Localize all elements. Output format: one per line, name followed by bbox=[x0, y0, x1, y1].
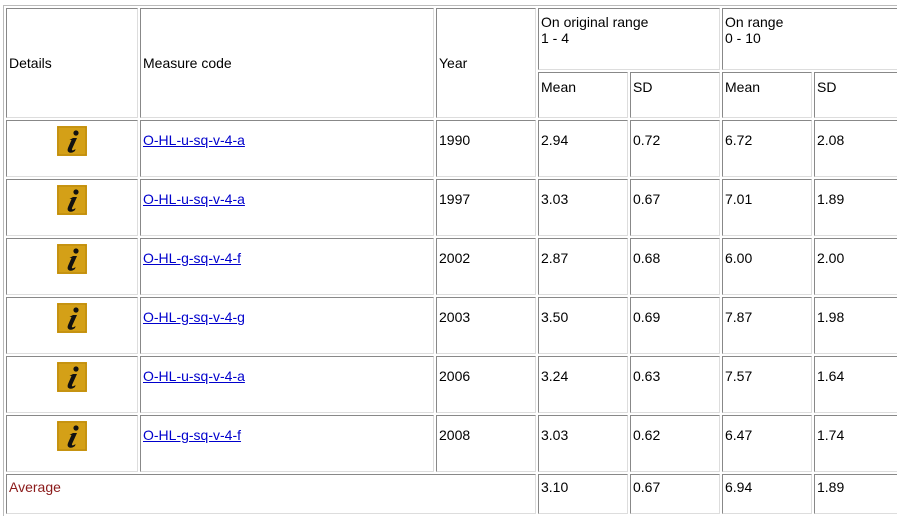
value-cell: 0.67 bbox=[630, 474, 720, 514]
code-cell: O-HL-g-sq-v-4-f bbox=[140, 415, 434, 472]
code-cell: O-HL-u-sq-v-4-a bbox=[140, 179, 434, 236]
info-icon[interactable] bbox=[57, 303, 87, 333]
value-cell: 1990 bbox=[436, 120, 536, 177]
details-cell bbox=[6, 297, 138, 354]
value-cell: 0.72 bbox=[630, 120, 720, 177]
measure-link[interactable]: O-HL-g-sq-v-4-g bbox=[143, 309, 245, 325]
details-cell bbox=[6, 179, 138, 236]
value-cell: 2.87 bbox=[538, 238, 628, 295]
value-cell: 1.74 bbox=[814, 415, 897, 472]
value-cell: 1997 bbox=[436, 179, 536, 236]
data-row: O-HL-g-sq-v-4-f 2002 2.87 0.68 6.00 2.00 bbox=[6, 238, 897, 295]
value-cell: 6.72 bbox=[722, 120, 812, 177]
header-cell: SD bbox=[814, 72, 897, 118]
value-cell: 7.57 bbox=[722, 356, 812, 413]
info-icon[interactable] bbox=[57, 244, 87, 274]
header-cell: Year bbox=[436, 8, 536, 118]
value-cell: 1.89 bbox=[814, 179, 897, 236]
header-cell: SD bbox=[630, 72, 720, 118]
data-row: O-HL-u-sq-v-4-a 1997 3.03 0.67 7.01 1.89 bbox=[6, 179, 897, 236]
value-cell: 0.69 bbox=[630, 297, 720, 354]
header-text: On range bbox=[725, 14, 784, 30]
code-cell: O-HL-g-sq-v-4-f bbox=[140, 238, 434, 295]
value-cell: 2003 bbox=[436, 297, 536, 354]
details-cell bbox=[6, 238, 138, 295]
value-cell: 3.24 bbox=[538, 356, 628, 413]
table-body: Details Measure code Year On original ra… bbox=[6, 8, 897, 514]
data-row: O-HL-g-sq-v-4-g 2003 3.50 0.69 7.87 1.98 bbox=[6, 297, 897, 354]
header-text: On original range bbox=[541, 14, 649, 30]
value-cell: 3.10 bbox=[538, 474, 628, 514]
measure-link[interactable]: O-HL-u-sq-v-4-a bbox=[143, 368, 245, 384]
header-row: Mean SD Mean SD bbox=[6, 72, 897, 118]
value-cell: 2002 bbox=[436, 238, 536, 295]
value-cell: 1.89 bbox=[814, 474, 897, 514]
value-cell: 0.68 bbox=[630, 238, 720, 295]
data-row: O-HL-u-sq-v-4-a 2006 3.24 0.63 7.57 1.64 bbox=[6, 356, 897, 413]
value-cell: 6.94 bbox=[722, 474, 812, 514]
measure-link[interactable]: O-HL-u-sq-v-4-a bbox=[143, 191, 245, 207]
value-cell: 6.47 bbox=[722, 415, 812, 472]
header-cell: Mean bbox=[722, 72, 812, 118]
header-group: On original range 1 - 4 bbox=[538, 8, 720, 70]
stats-table: Details Measure code Year On original ra… bbox=[3, 5, 897, 516]
header-text: 0 - 10 bbox=[725, 30, 761, 46]
data-row: O-HL-u-sq-v-4-a 1990 2.94 0.72 6.72 2.08 bbox=[6, 120, 897, 177]
details-cell bbox=[6, 120, 138, 177]
header-cell: Mean bbox=[538, 72, 628, 118]
header-cell: Measure code bbox=[140, 8, 434, 118]
info-icon[interactable] bbox=[57, 126, 87, 156]
value-cell: 3.50 bbox=[538, 297, 628, 354]
value-cell: 1.98 bbox=[814, 297, 897, 354]
header-group: On range 0 - 10 bbox=[722, 8, 897, 70]
measure-link[interactable]: O-HL-g-sq-v-4-f bbox=[143, 250, 242, 266]
value-cell: 0.63 bbox=[630, 356, 720, 413]
value-cell: 6.00 bbox=[722, 238, 812, 295]
info-icon[interactable] bbox=[57, 421, 87, 451]
header-cell: Details bbox=[6, 8, 138, 118]
value-cell: 7.87 bbox=[722, 297, 812, 354]
header-row: Details Measure code Year On original ra… bbox=[6, 8, 897, 118]
measure-link[interactable]: O-HL-u-sq-v-4-a bbox=[143, 132, 245, 148]
value-cell: 0.67 bbox=[630, 179, 720, 236]
data-row: O-HL-g-sq-v-4-f 2008 3.03 0.62 6.47 1.74 bbox=[6, 415, 897, 472]
value-cell: 2.94 bbox=[538, 120, 628, 177]
code-cell: O-HL-u-sq-v-4-a bbox=[140, 356, 434, 413]
value-cell: 2.08 bbox=[814, 120, 897, 177]
average-row: Average 3.10 0.67 6.94 1.89 bbox=[6, 474, 897, 514]
value-cell: 1.64 bbox=[814, 356, 897, 413]
details-cell bbox=[6, 356, 138, 413]
value-cell: 2008 bbox=[436, 415, 536, 472]
value-cell: 3.03 bbox=[538, 179, 628, 236]
value-cell: 2006 bbox=[436, 356, 536, 413]
details-cell bbox=[6, 415, 138, 472]
code-cell: O-HL-u-sq-v-4-a bbox=[140, 120, 434, 177]
value-cell: 7.01 bbox=[722, 179, 812, 236]
average-label: Average bbox=[6, 474, 536, 514]
measure-link[interactable]: O-HL-g-sq-v-4-f bbox=[143, 427, 242, 443]
value-cell: 2.00 bbox=[814, 238, 897, 295]
header-text: 1 - 4 bbox=[541, 30, 570, 46]
info-icon[interactable] bbox=[57, 362, 87, 392]
value-cell: 0.62 bbox=[630, 415, 720, 472]
value-cell: 3.03 bbox=[538, 415, 628, 472]
info-icon[interactable] bbox=[57, 185, 87, 215]
code-cell: O-HL-g-sq-v-4-g bbox=[140, 297, 434, 354]
